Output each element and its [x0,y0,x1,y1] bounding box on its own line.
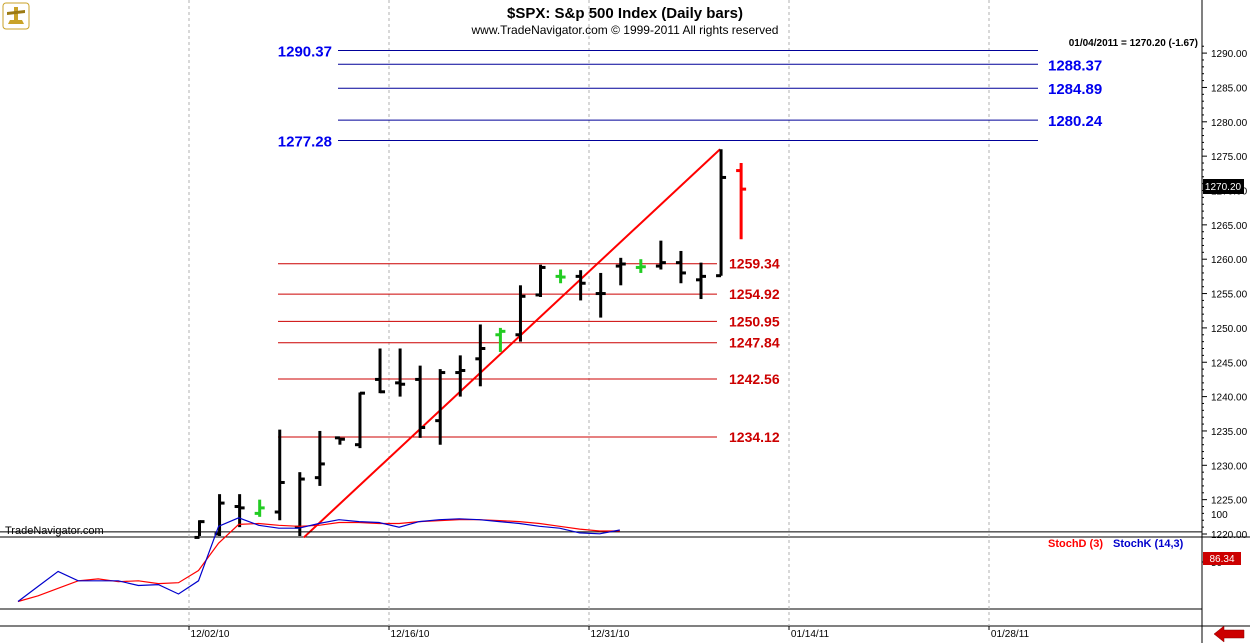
watermark: TradeNavigator.com [5,525,104,537]
chart-subtitle: www.TradeNavigator.com © 1999-2011 All r… [471,23,779,37]
price-bar-21 [615,257,626,286]
y-tick-label-7: 1255.00 [1211,290,1248,301]
price-tag-box [1203,179,1244,194]
price-bar-13 [455,355,466,397]
price-bar-25 [696,262,706,300]
price-bar-15 [495,327,506,352]
retracement-label-5: 1234.12 [729,429,780,445]
x-tick-label-0: 12/02/10 [191,629,230,640]
price-bar-24 [675,250,686,284]
extension-label-2: 1284.89 [1048,81,1102,98]
price-bar-5 [294,472,305,536]
price-bar-0 [194,520,205,539]
x-tick-label-1: 12/16/10 [391,629,430,640]
price-bar-23 [655,240,666,270]
y-tick-label-1: 1225.00 [1211,496,1248,507]
y-tick-label-9: 1265.00 [1211,221,1248,232]
stoch-series-0 [17,519,620,603]
price-bar-17 [535,264,546,297]
chart-title: $SPX: S&p 500 Index (Daily bars) [507,5,743,22]
price-bar-6 [314,430,325,486]
stoch-series-1 [17,517,620,602]
price-bar-7 [334,436,345,445]
grid [188,0,990,626]
price-bar-3 [254,499,265,517]
price-bar-11 [415,365,426,438]
y-tick-label-4: 1240.00 [1211,393,1248,404]
price-bar-12 [435,369,446,445]
fib-levels: 1259.34 1254.92 1250.95 1247.84 1242.56 1234.… [278,44,1103,539]
retracement-label-2: 1250.95 [729,313,780,329]
y-tick-label-14: 1290.00 [1211,49,1248,60]
stoch-value-tag: 86.34 [1209,554,1234,565]
last-bar-readout: 01/04/2011 = 1270.20 (-1.67) [1069,38,1198,49]
y-tick-label-8: 1260.00 [1211,255,1248,266]
y-tick-label-0: 1220.00 [1211,530,1248,541]
x-tick-label-2: 12/31/10 [591,629,630,640]
price-bar-10 [395,348,406,397]
price-bar-27 [736,163,747,240]
stoch-y-tick-100: 100 [1211,510,1228,521]
y-tick-label-3: 1235.00 [1211,427,1248,438]
scroll-left-arrow-icon[interactable] [1213,625,1245,643]
price-bar-14 [475,324,486,387]
price-bar-26 [716,149,727,278]
stochastic-pane [0,517,1202,603]
price-bar-20 [595,272,606,318]
price-bar-22 [635,259,646,273]
price-bar-8 [354,391,365,449]
extension-label-3: 1280.24 [1048,113,1103,130]
legend-stochk: StochK (14,3) [1113,538,1184,550]
price-bar-16 [515,285,526,342]
price-bar-19 [575,270,586,301]
y-tick-label-5: 1245.00 [1211,358,1248,369]
retracement-label-3: 1247.84 [729,335,780,351]
y-tick-label-13: 1285.00 [1211,83,1248,94]
y-tick-label-2: 1230.00 [1211,461,1248,472]
legend-stochd: StochD (3) [1048,538,1103,550]
trade-navigator-logo-icon[interactable] [2,2,30,30]
price-tag: 1270.20 [1205,182,1242,193]
price-bar-2 [234,494,245,528]
price-bar-9 [375,348,386,394]
x-tick-label-3: 01/14/11 [791,629,830,640]
y-tick-label-12: 1280.00 [1211,118,1248,129]
extension-label-0: 1290.37 [278,44,332,61]
y-tick-label-11: 1275.00 [1211,152,1248,163]
y-tick-label-6: 1250.00 [1211,324,1248,335]
stoch-value-tag-box [1203,552,1241,565]
extension-label-1: 1288.37 [1048,57,1102,74]
price-bars [194,149,747,539]
x-tick-label-4: 01/28/11 [991,629,1030,640]
extension-label-4: 1277.28 [278,133,332,150]
trendline [303,148,721,539]
retracement-label-1: 1254.92 [729,286,780,302]
retracement-label-0: 1259.34 [729,256,780,272]
price-bar-4 [274,429,285,521]
retracement-label-4: 1242.56 [729,371,780,387]
price-bar-18 [555,269,566,284]
